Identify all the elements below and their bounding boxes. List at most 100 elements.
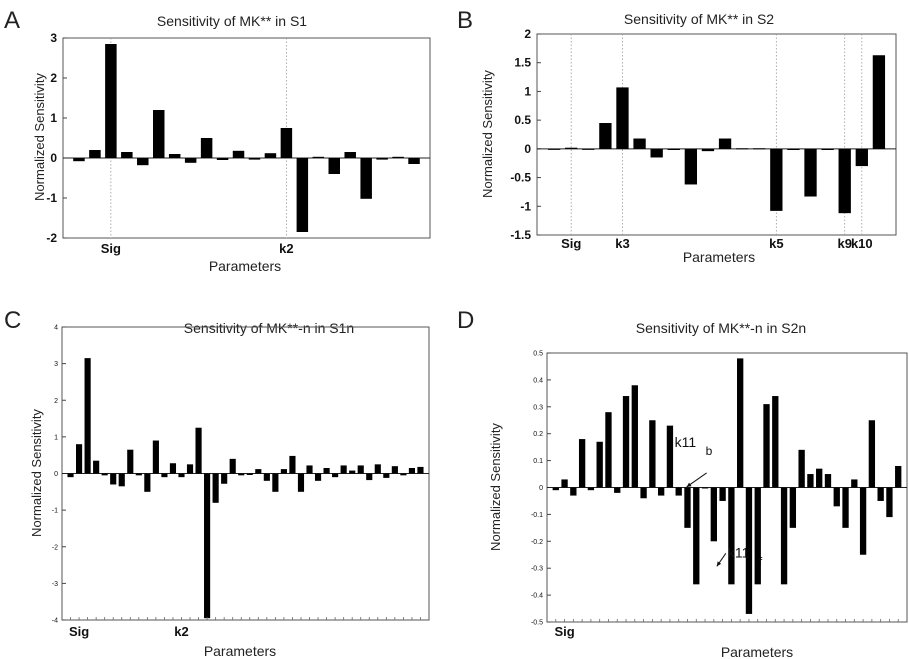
bar bbox=[599, 123, 612, 149]
bar bbox=[745, 487, 753, 614]
bar bbox=[605, 412, 612, 488]
bar bbox=[718, 138, 732, 149]
bar bbox=[263, 473, 270, 481]
bar bbox=[73, 158, 85, 162]
bar bbox=[75, 444, 83, 474]
y-tick-label: 0 bbox=[524, 142, 531, 156]
y-tick-label: 1.5 bbox=[514, 56, 531, 70]
bar bbox=[596, 441, 603, 488]
plot-frame bbox=[62, 37, 431, 239]
bar bbox=[229, 458, 236, 474]
bar bbox=[184, 158, 197, 163]
bar bbox=[666, 425, 674, 488]
annotation-arrowhead bbox=[686, 482, 692, 487]
bar bbox=[780, 487, 788, 585]
y-tick-label: -0.2 bbox=[531, 539, 543, 546]
bar bbox=[408, 158, 420, 164]
bar bbox=[297, 473, 305, 492]
bar bbox=[264, 153, 277, 158]
y-tick-label: 2 bbox=[524, 27, 531, 41]
bar bbox=[855, 148, 868, 167]
bar bbox=[186, 464, 194, 474]
y-tick-label: 2 bbox=[50, 71, 57, 85]
bar bbox=[212, 473, 219, 503]
category-label: k5 bbox=[769, 236, 783, 251]
bar bbox=[787, 148, 800, 151]
y-tick-label: 2 bbox=[54, 398, 58, 405]
y-tick-label: 0.3 bbox=[533, 404, 543, 411]
bar bbox=[772, 396, 779, 488]
category-label: k9 bbox=[837, 236, 851, 251]
bar bbox=[280, 128, 293, 158]
bar bbox=[838, 148, 851, 214]
bar bbox=[135, 473, 142, 476]
bar bbox=[631, 385, 638, 488]
bar bbox=[728, 487, 735, 585]
chart-title: Sensitivity of MK** in S2 bbox=[624, 11, 774, 27]
annotation-subscript: b bbox=[706, 444, 713, 458]
panel-letter: A bbox=[4, 7, 20, 34]
y-tick-label: -0.3 bbox=[531, 566, 543, 573]
chart-panel-c: C Sensitivity of MK**-n in S1n -4 -3 -2 -1 0 1 2… bbox=[4, 307, 430, 659]
bar bbox=[376, 158, 388, 160]
bar bbox=[547, 148, 561, 150]
bar bbox=[821, 148, 834, 151]
bar bbox=[110, 473, 117, 485]
bar bbox=[248, 158, 261, 160]
bar bbox=[67, 473, 74, 478]
category-label: Sig bbox=[561, 236, 581, 251]
annotation-subscript: f bbox=[759, 554, 763, 568]
bar bbox=[667, 148, 680, 151]
bar bbox=[587, 487, 595, 491]
bar bbox=[552, 487, 559, 491]
y-tick-label: -1.5 bbox=[510, 228, 531, 242]
chart-title: Sensitivity of MK**-n in S2n bbox=[636, 320, 806, 336]
bar bbox=[833, 487, 840, 507]
y-tick-label: 0.1 bbox=[533, 458, 543, 465]
bar bbox=[710, 487, 717, 542]
bar bbox=[842, 487, 849, 528]
bar bbox=[357, 465, 364, 474]
annotation-label: k11 bbox=[675, 434, 697, 450]
bar bbox=[296, 158, 309, 232]
bar bbox=[238, 473, 245, 476]
bar bbox=[675, 487, 682, 496]
bar bbox=[169, 463, 177, 474]
bar bbox=[366, 473, 373, 481]
chart-panel-a: A Sensitivity of MK** in S1 -2 -1 0 1 2 3 Normal… bbox=[4, 7, 431, 274]
bar bbox=[650, 148, 663, 158]
y-axis-label: Normalized Sensitivity bbox=[32, 73, 47, 201]
bar bbox=[101, 473, 108, 476]
chart-title: Sensitivity of MK** in S1 bbox=[157, 13, 307, 29]
bar bbox=[314, 473, 322, 481]
bar bbox=[200, 138, 213, 158]
chart-panel-d: D Sensitivity of MK**-n in S2n -0.5 -0.4 -0.… bbox=[457, 307, 908, 659]
plot-frame bbox=[536, 33, 897, 236]
category-label: k2 bbox=[279, 241, 293, 256]
y-tick-label: -2 bbox=[46, 231, 57, 245]
bar bbox=[753, 148, 766, 150]
bar bbox=[807, 474, 814, 488]
bar bbox=[616, 87, 629, 149]
bar bbox=[152, 110, 165, 158]
x-axis-label: Parameters bbox=[683, 249, 755, 265]
y-tick-label: 3 bbox=[54, 361, 58, 368]
y-axis-label: Normalized Sensitivity bbox=[488, 423, 503, 551]
bar bbox=[272, 473, 279, 492]
bar bbox=[232, 150, 245, 158]
y-tick-label: -1 bbox=[520, 199, 531, 213]
bar bbox=[614, 487, 621, 493]
y-tick-label: -1 bbox=[52, 508, 58, 515]
bar bbox=[221, 473, 228, 484]
y-tick-label: 0 bbox=[50, 151, 57, 165]
x-axis-label: Parameters bbox=[209, 258, 281, 274]
category-label: k2 bbox=[174, 624, 188, 639]
bar bbox=[152, 440, 159, 474]
bar bbox=[137, 158, 149, 166]
bar bbox=[127, 449, 134, 474]
bar bbox=[383, 473, 390, 478]
category-label: Sig bbox=[554, 624, 574, 639]
bar bbox=[344, 152, 356, 158]
y-tick-label: -3 bbox=[52, 581, 58, 588]
